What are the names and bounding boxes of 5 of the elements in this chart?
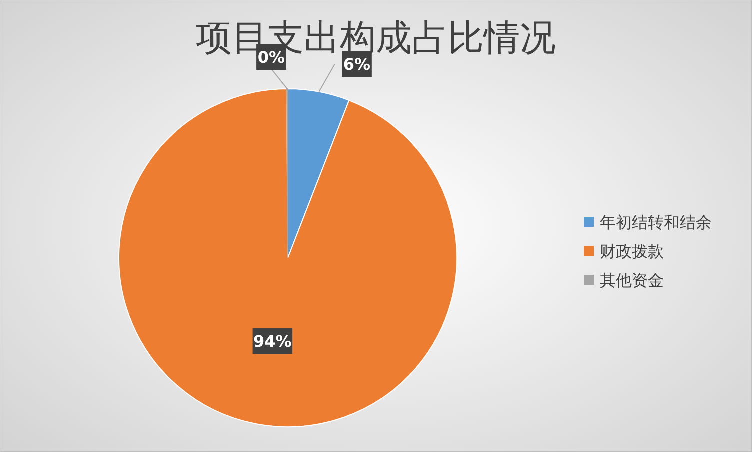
data-label: 6% <box>343 55 371 74</box>
slice-label: 财政拨款 <box>600 242 664 261</box>
legend-label: 其他资金 <box>600 271 664 290</box>
data-label: 94% <box>254 332 292 352</box>
legend-label: 年初结转和结余 <box>600 213 712 232</box>
